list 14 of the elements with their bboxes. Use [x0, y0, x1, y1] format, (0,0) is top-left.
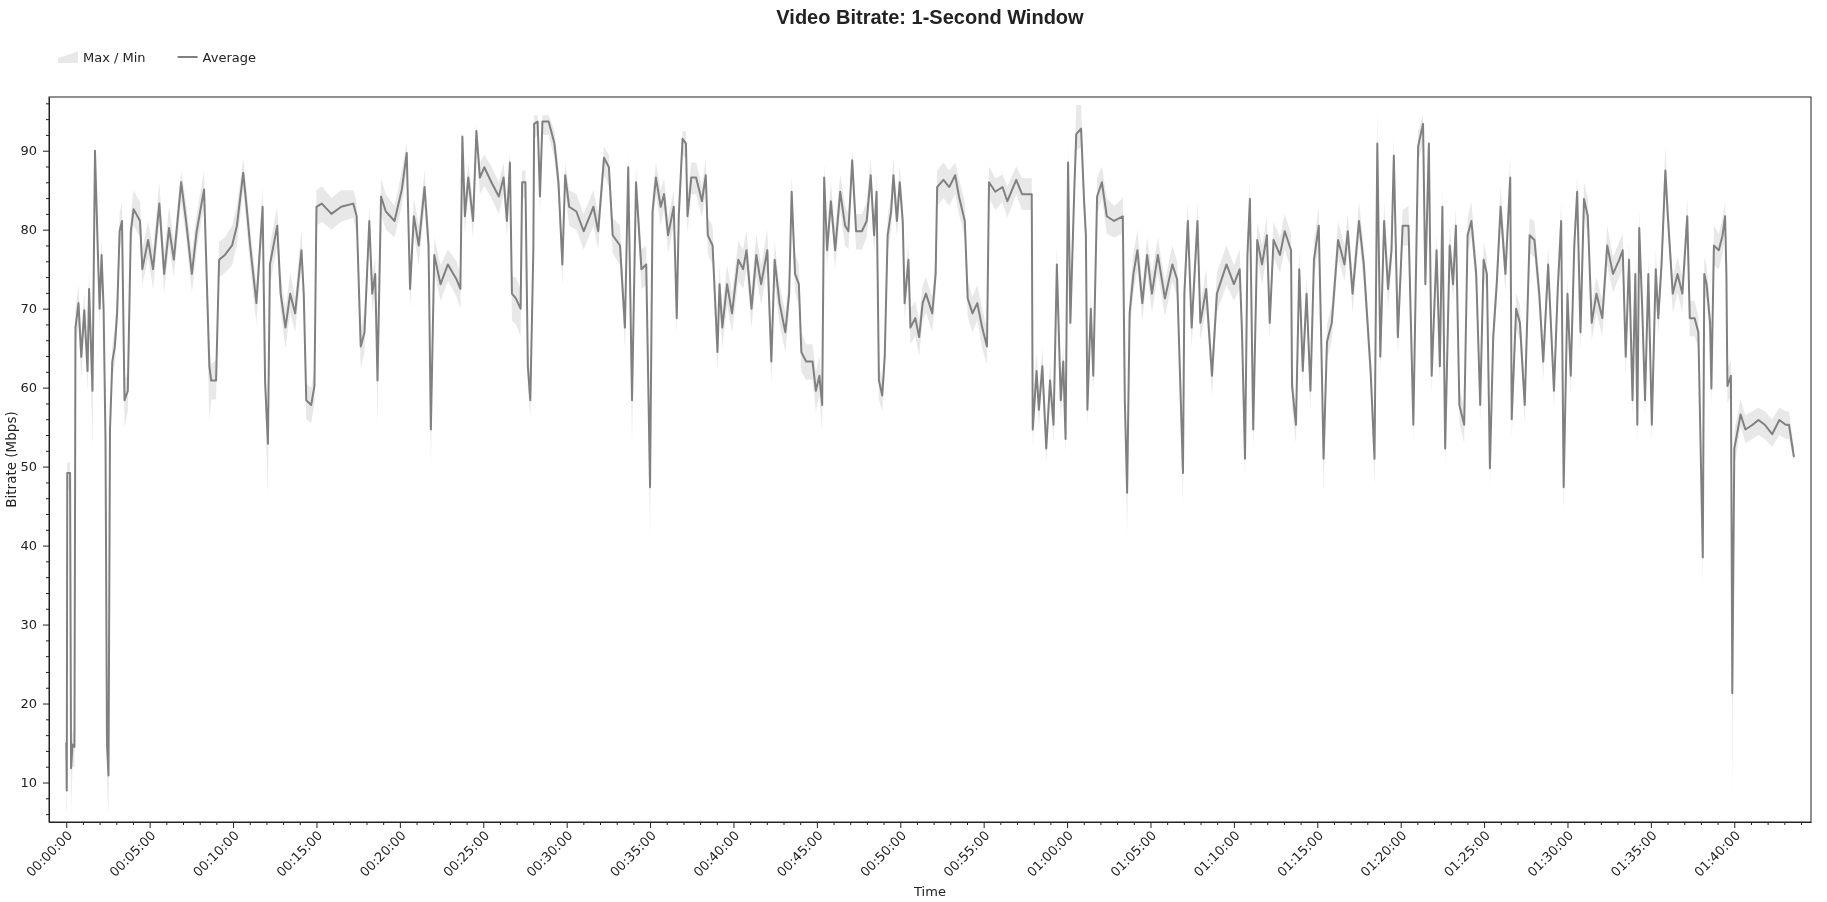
- y-tick-label: 30: [20, 617, 37, 633]
- legend-label: Average: [202, 49, 256, 65]
- y-tick-label: 50: [20, 459, 37, 475]
- y-tick-label: 80: [20, 222, 37, 238]
- y-tick-label: 20: [20, 696, 37, 712]
- y-tick-label: 40: [20, 538, 37, 554]
- chart-title: Video Bitrate: 1-Second Window: [776, 6, 1085, 28]
- y-axis-title: Bitrate (Mbps): [3, 411, 19, 508]
- y-tick-label: 10: [20, 775, 37, 791]
- x-axis-title: Time: [913, 884, 946, 899]
- y-tick-label: 60: [20, 380, 37, 396]
- y-tick-label: 90: [20, 143, 37, 159]
- y-tick-label: 70: [20, 301, 37, 317]
- text: Max / Min: [83, 49, 146, 65]
